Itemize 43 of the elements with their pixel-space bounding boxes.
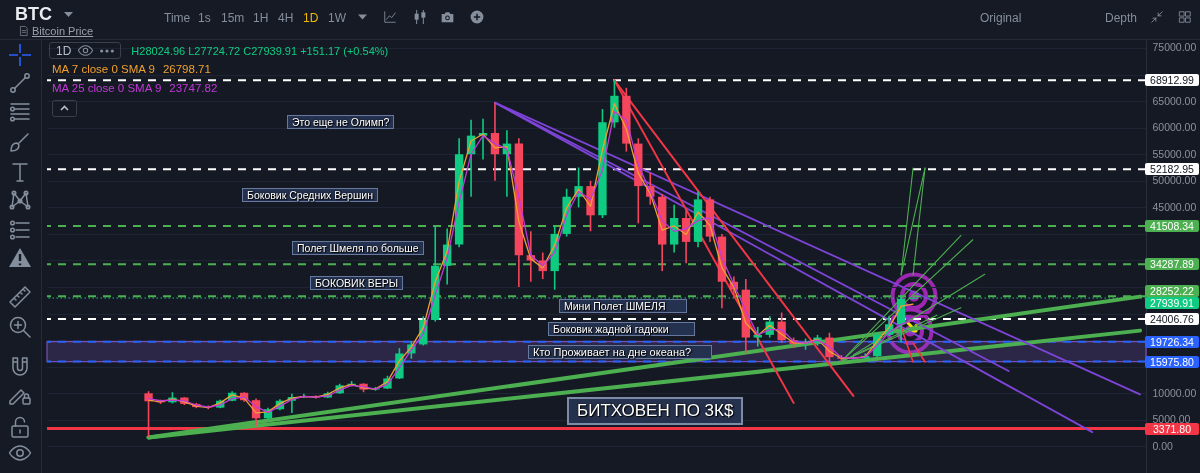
text: MA 7 close 0 SMA 9	[52, 63, 155, 75]
text: Time	[164, 11, 191, 25]
y-tick-label: 75000.00	[1152, 41, 1197, 54]
y-tick-label: 60000.00	[1152, 121, 1197, 134]
ref-line-label: 24006.76	[1145, 312, 1199, 325]
annotation: БИТХОВЕН ПО 3К$	[567, 397, 744, 425]
text: MA 25 close 0 SMA 9	[52, 82, 162, 94]
annotation: H28024.96 L27724.72 C27939.91 +151.17 (+0.54%)	[131, 44, 389, 57]
ref-line-label: 28252.22	[1145, 285, 1199, 298]
y-tick-label: 10000.00	[1152, 386, 1197, 399]
annotation: БОКОВИК ВЕРЫ	[310, 276, 403, 290]
ref-line-label: 19726.34	[1145, 335, 1199, 348]
text: 1H	[253, 11, 269, 25]
y-tick-label: 55000.00	[1152, 147, 1197, 160]
annotation: Мини Полет ШМЕЛЯ	[559, 299, 687, 313]
annotation: Это еще не Олимп?	[287, 115, 395, 129]
chart-title: BTC	[15, 3, 52, 25]
text: 1s	[198, 11, 211, 25]
annotation: 26798.71	[162, 63, 211, 75]
y-tick-label: 0.00	[1152, 439, 1174, 452]
ref-line-label: 68912.99	[1145, 74, 1199, 87]
y-tick-label: 45000.00	[1152, 200, 1197, 213]
ref-line-label: 27939.91	[1145, 297, 1199, 310]
ref-line-label: 41508.34	[1145, 219, 1199, 232]
ref-line-label: 34287.89	[1145, 258, 1199, 271]
text: 1W	[328, 11, 346, 25]
y-tick-label: 50000.00	[1152, 174, 1197, 187]
text: 1D	[303, 11, 319, 25]
chart-subtitle: Bitcoin Price	[32, 25, 94, 37]
y-tick-label: 65000.00	[1152, 94, 1197, 107]
text: Original	[980, 11, 1022, 25]
annotation: Полет Шмеля по больше	[292, 241, 424, 255]
ref-line-label: 15975.80	[1145, 355, 1199, 368]
ref-line-label: 3371.80	[1145, 422, 1199, 435]
text: 15m	[221, 11, 245, 25]
annotation: 1D	[56, 43, 72, 58]
ref-line-label: 52182.95	[1145, 163, 1199, 176]
annotation: Боковик жадной гадюки	[548, 322, 695, 336]
annotation: Боковик Средних Вершин	[242, 188, 378, 202]
band-label: Кто Проживает на дне океана?	[528, 345, 712, 360]
text: Depth	[1105, 11, 1138, 25]
annotation: 23747.82	[169, 82, 218, 94]
text: 4H	[278, 11, 294, 25]
